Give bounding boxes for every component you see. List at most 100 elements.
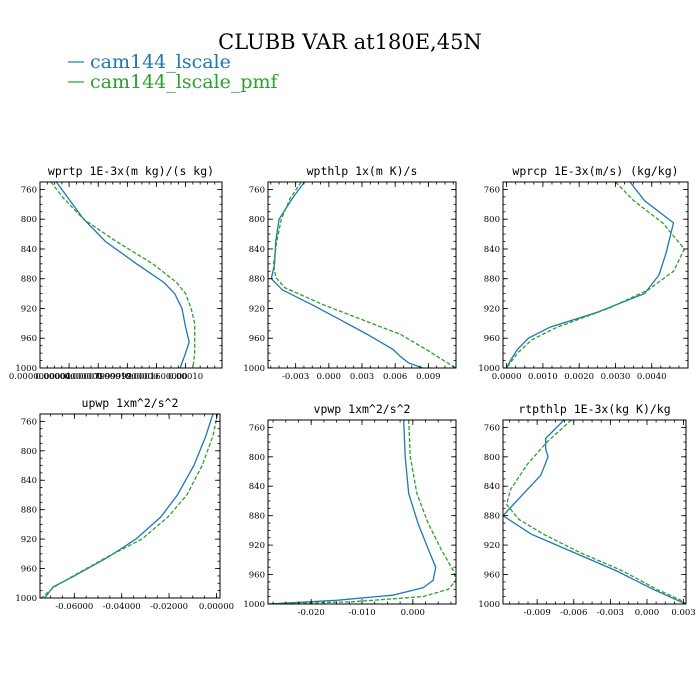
x-tick-label: 0.00007999999 — [64, 372, 132, 382]
y-tick-label: 880 — [249, 275, 265, 285]
x-tick-label: 0.00010 — [168, 372, 203, 382]
series-line-vpwp-lscale-pmf — [268, 420, 456, 604]
y-tick-label: 880 — [484, 275, 500, 285]
panel-title-wprcp: wprcp 1E-3x(m/s) (kg/kg) — [512, 164, 678, 178]
x-tick-label: 0.003 — [350, 372, 374, 382]
x-tick-label: 0.000 — [317, 372, 341, 382]
plot-frame — [39, 181, 223, 369]
x-tick-label: -0.020 — [298, 608, 325, 618]
x-tick-label: 0.0040 — [637, 372, 667, 382]
plot-frame — [267, 419, 457, 605]
series-line-rtpthlp-lscale-pmf — [505, 420, 686, 604]
panel-title-rtpthlp: rtpthlp 1E-3x(kg K)/kg — [518, 402, 670, 416]
y-tick-label: 1000 — [243, 600, 265, 610]
y-tick-label: 760 — [21, 417, 37, 427]
plot-frame — [39, 413, 221, 599]
y-tick-label: 760 — [21, 185, 37, 195]
series-line-wpthlp-lscale-pmf — [272, 182, 456, 368]
panel-wprtp: wprtp 1E-3x(m kg)/(s kg) 760 800 840 880 920 9… — [9, 164, 223, 382]
series-line-upwp-lscale-pmf — [40, 414, 219, 598]
panel-title-wprtp: wprtp 1E-3x(m kg)/(s kg) — [48, 164, 214, 178]
y-tick-label: 960 — [249, 571, 265, 581]
legend-label-lscale-pmf: cam144_lscale_pmf — [90, 71, 280, 93]
x-tick-label: -0.009 — [524, 608, 551, 618]
y-tick-label: 880 — [484, 512, 500, 522]
y-tick-label: 880 — [21, 275, 37, 285]
series-line-vpwp-lscale — [268, 420, 437, 604]
legend: cam144_lscale cam144_lscale_pmf — [68, 51, 280, 93]
plot-frame — [502, 181, 689, 369]
x-tick-label: 0.006 — [383, 372, 407, 382]
series-line-wprcp-lscale-pmf — [506, 182, 686, 368]
x-tick-label: -0.06000 — [55, 602, 93, 612]
y-tick-label: 840 — [484, 245, 500, 255]
plot-frame — [502, 419, 687, 605]
y-tick-label: 800 — [21, 447, 37, 457]
panel-upwp: upwp 1xm^2/s^2 760 800 840 880 920 960 1000 -0.0… — [15, 396, 234, 612]
panel-rtpthlp: rtpthlp 1E-3x(kg K)/kg 760 800 840 880 920 960… — [478, 402, 695, 618]
x-tick-label: 0.009 — [416, 372, 440, 382]
y-tick-label: 960 — [21, 334, 37, 344]
x-tick-label: -0.003 — [597, 608, 624, 618]
y-tick-label: 800 — [21, 215, 37, 225]
x-tick-label: 0.000 — [635, 608, 659, 618]
panel-title-vpwp: vpwp 1xm^2/s^2 — [314, 402, 411, 416]
y-tick-label: 880 — [21, 506, 37, 516]
y-tick-label: 960 — [484, 571, 500, 581]
y-tick-label: 1000 — [15, 364, 37, 374]
x-tick-label: 0.0030 — [601, 372, 631, 382]
y-tick-label: 960 — [484, 334, 500, 344]
y-tick-label: 960 — [21, 565, 37, 575]
series-line-rtpthlp-lscale — [503, 420, 686, 604]
x-tick-label: 0.0010 — [528, 372, 558, 382]
x-tick-label: 0.0000000000 — [9, 372, 71, 382]
y-tick-label: 920 — [484, 541, 500, 551]
legend-label-lscale: cam144_lscale — [90, 51, 231, 73]
x-tick-label: -0.04000 — [103, 602, 141, 612]
y-tick-label: 840 — [484, 482, 500, 492]
y-tick-label: 840 — [21, 245, 37, 255]
panel-wprcp: wprcp 1E-3x(m/s) (kg/kg) 760 800 840 880 920 9… — [478, 164, 689, 382]
x-tick-label: 0.000 — [401, 608, 425, 618]
y-tick-label: 760 — [484, 423, 500, 433]
plot-frame — [267, 181, 457, 369]
x-tick-label: 0.00000 — [199, 602, 234, 612]
y-tick-label: 960 — [249, 334, 265, 344]
panel-title-upwp: upwp 1xm^2/s^2 — [82, 396, 179, 410]
y-tick-label: 1000 — [243, 364, 265, 374]
series-line-wprtp-lscale — [55, 182, 190, 368]
x-tick-label: -0.010 — [348, 608, 375, 618]
y-tick-label: 800 — [249, 453, 265, 463]
y-tick-label: 840 — [249, 482, 265, 492]
x-tick-label: 0.003 — [671, 608, 695, 618]
y-tick-label: 1000 — [15, 594, 37, 604]
series-line-upwp-lscale — [44, 414, 214, 598]
y-tick-label: 920 — [249, 541, 265, 551]
panel-title-wpthlp: wpthlp 1x(m K)/s — [307, 164, 418, 178]
x-tick-label: -0.02000 — [150, 602, 188, 612]
series-line-wpthlp-lscale — [270, 182, 424, 368]
figure-title: CLUBB VAR at180E,45N — [218, 30, 482, 54]
y-tick-label: 800 — [484, 453, 500, 463]
series-line-wprtp-lscale-pmf — [50, 182, 196, 368]
x-tick-label: -0.003 — [282, 372, 309, 382]
y-tick-label: 1000 — [478, 600, 500, 610]
x-tick-label: -0.006 — [560, 608, 587, 618]
x-tick-label: 0.0020 — [564, 372, 594, 382]
y-tick-label: 760 — [484, 185, 500, 195]
y-tick-label: 920 — [21, 535, 37, 545]
y-tick-label: 880 — [249, 512, 265, 522]
y-tick-label: 760 — [249, 423, 265, 433]
y-tick-label: 920 — [484, 304, 500, 314]
y-tick-label: 840 — [21, 476, 37, 486]
x-tick-label: 0.0001600000 — [125, 372, 187, 382]
y-tick-label: 760 — [249, 185, 265, 195]
x-tick-label: 0.0001200000 — [96, 372, 158, 382]
y-tick-label: 1000 — [478, 364, 500, 374]
panels: wprtp 1E-3x(m kg)/(s kg) 760 800 840 880 920 9… — [9, 164, 696, 618]
y-tick-label: 800 — [484, 215, 500, 225]
panel-vpwp: vpwp 1xm^2/s^2 760 800 840 880 920 960 1000 -0.0… — [243, 402, 457, 618]
x-tick-label: 0.0000 — [492, 372, 522, 382]
y-tick-label: 800 — [249, 215, 265, 225]
